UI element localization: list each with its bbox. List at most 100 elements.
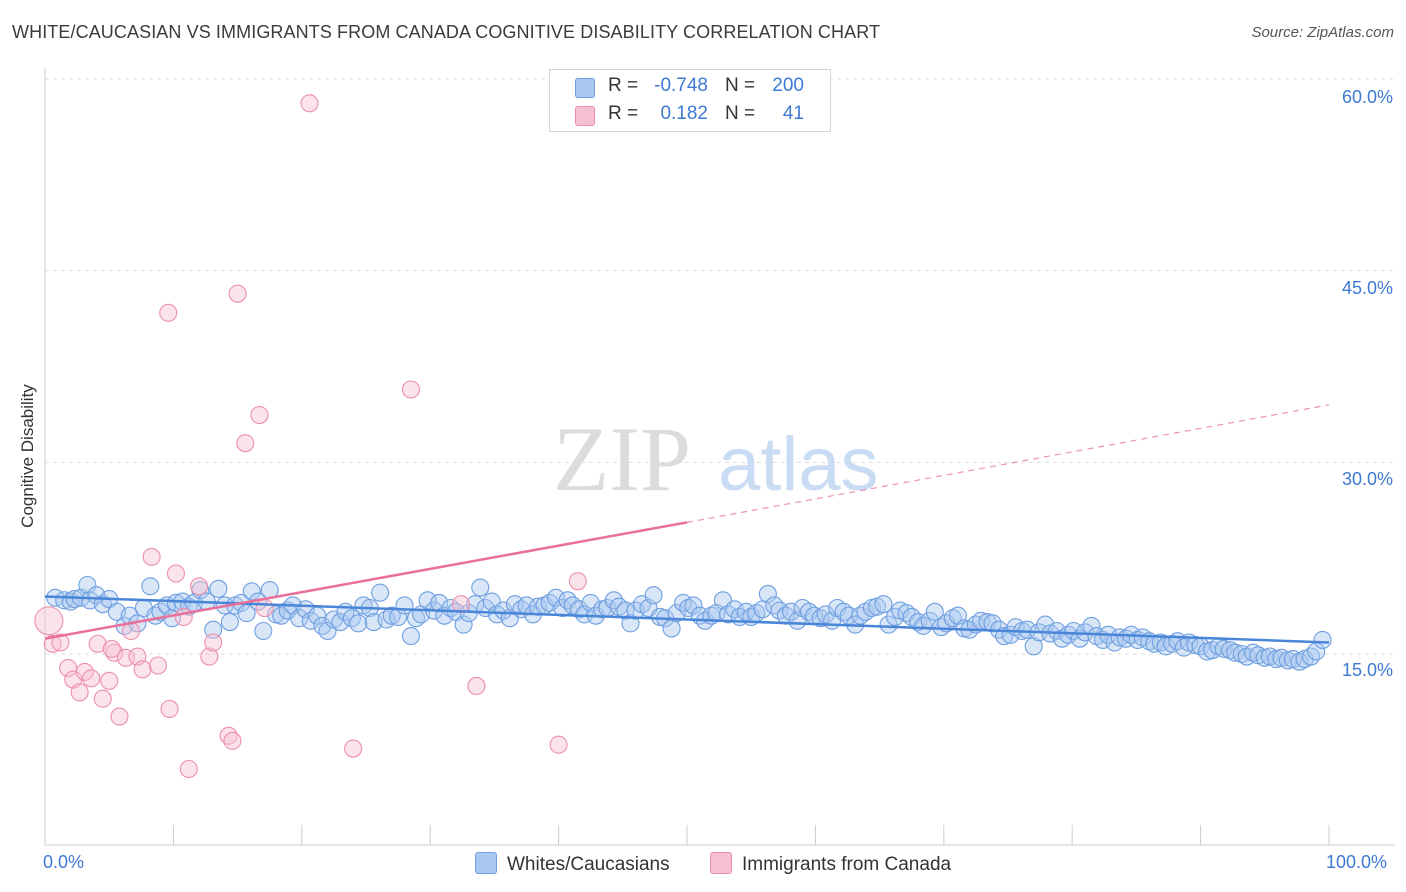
white-point: [684, 596, 703, 615]
white-point: [816, 605, 835, 624]
legend-n-value-canada: 41: [782, 103, 804, 124]
canada-point: [190, 577, 209, 596]
y-tick-15: 15.0%: [1341, 660, 1393, 680]
legend-r-value-canada: 0.182: [660, 103, 708, 124]
canada-point: [82, 669, 101, 688]
white-point: [1110, 628, 1129, 647]
watermark-atlas: atlas: [718, 422, 879, 507]
canada-point: [88, 634, 107, 653]
white-point: [874, 595, 893, 614]
white-point: [781, 602, 801, 621]
y-tick-30: 30.0%: [1341, 469, 1393, 489]
white-point: [546, 588, 566, 607]
canada-point: [148, 656, 168, 675]
legend-r-label: R =: [608, 75, 639, 96]
canada-trend-line: [44, 521, 688, 640]
canada-point: [255, 598, 274, 618]
white-point: [983, 614, 1002, 633]
canada-point: [401, 380, 420, 399]
canada-point: [102, 639, 121, 658]
white-point: [254, 621, 273, 641]
canada-point: [250, 406, 269, 425]
bottom-legend-label-white: Whites/Caucasians: [507, 854, 670, 875]
white-point: [662, 619, 681, 638]
white-point: [1226, 643, 1245, 662]
white-point: [471, 578, 490, 597]
legend-n-value-white: 200: [772, 75, 804, 96]
white-point: [1313, 630, 1332, 649]
canada-point: [70, 683, 89, 702]
white-point: [925, 602, 944, 621]
canada-point: [43, 634, 62, 653]
canada-point: [34, 606, 64, 636]
white-point: [879, 615, 898, 634]
canada-point: [133, 660, 152, 679]
source-credit: Source: ZipAtlas.com: [1251, 24, 1394, 41]
canada-point: [166, 564, 186, 583]
white-point: [313, 616, 332, 635]
white-point: [349, 614, 368, 633]
white-point: [401, 627, 420, 646]
bottom-legend-swatch-canada: [710, 852, 732, 874]
correlation-legend: R = -0.748 N = 200 R = 0.182 N = 41: [549, 69, 831, 132]
legend-swatch-canada: [575, 106, 595, 126]
canada-point: [549, 735, 568, 754]
white-point: [371, 583, 390, 602]
canada-point: [100, 671, 119, 690]
bottom-legend-swatch-white: [475, 852, 497, 874]
white-trend-line: [44, 595, 1330, 644]
watermark: ZIP atlas: [553, 408, 879, 510]
canada-point: [93, 689, 112, 708]
white-point: [644, 586, 663, 605]
legend-r-value-white: -0.748: [654, 75, 708, 96]
white-point: [331, 613, 350, 632]
white-point: [667, 604, 686, 623]
white-point: [570, 600, 589, 619]
x-tick-min: 0.0%: [43, 852, 85, 872]
legend-n-label: N =: [725, 103, 756, 124]
chart-title: WHITE/CAUCASIAN VS IMMIGRANTS FROM CANAD…: [12, 22, 881, 42]
legend-r-label: R =: [608, 103, 639, 124]
x-tick-max: 100.0%: [1326, 852, 1388, 872]
white-point: [674, 593, 693, 612]
canada-point: [300, 94, 319, 113]
canada-point: [179, 759, 198, 779]
white-point: [1018, 620, 1037, 639]
legend-row-canada: R = 0.182 N = 41: [550, 103, 830, 129]
canada-point: [451, 595, 471, 614]
y-tick-60: 60.0%: [1341, 87, 1393, 107]
white-point: [1221, 641, 1240, 660]
canada-point: [174, 607, 193, 626]
white-point: [454, 615, 473, 634]
bottom-legend-label-canada: Immigrants from Canada: [742, 854, 952, 875]
canada-point: [344, 739, 363, 758]
trend-lines: [44, 404, 1330, 644]
white-point: [382, 606, 401, 625]
canada-point: [223, 731, 242, 750]
white-point: [1290, 652, 1309, 671]
white-point: [318, 621, 337, 641]
canada-point: [568, 572, 587, 591]
canada-point: [204, 633, 223, 652]
white-point: [290, 609, 309, 628]
canada-point: [75, 662, 94, 681]
white-point: [1024, 637, 1043, 656]
series-white-points: [46, 575, 1332, 671]
white-point: [1214, 639, 1233, 658]
bottom-legend-canada: Immigrants from Canada: [710, 852, 951, 876]
white-point: [209, 579, 228, 598]
series-canada-points: [34, 94, 587, 779]
watermark-zip: ZIP: [553, 408, 691, 510]
canada-point: [116, 648, 135, 667]
white-point: [1301, 647, 1321, 666]
white-point: [418, 591, 437, 610]
canada-point: [110, 707, 129, 726]
axes: [44, 68, 1395, 846]
y-tick-45: 45.0%: [1341, 278, 1393, 298]
white-point: [242, 582, 261, 601]
canada-point: [200, 647, 219, 666]
white-point: [141, 577, 160, 596]
canada-point: [142, 547, 161, 566]
white-point: [1064, 621, 1083, 641]
